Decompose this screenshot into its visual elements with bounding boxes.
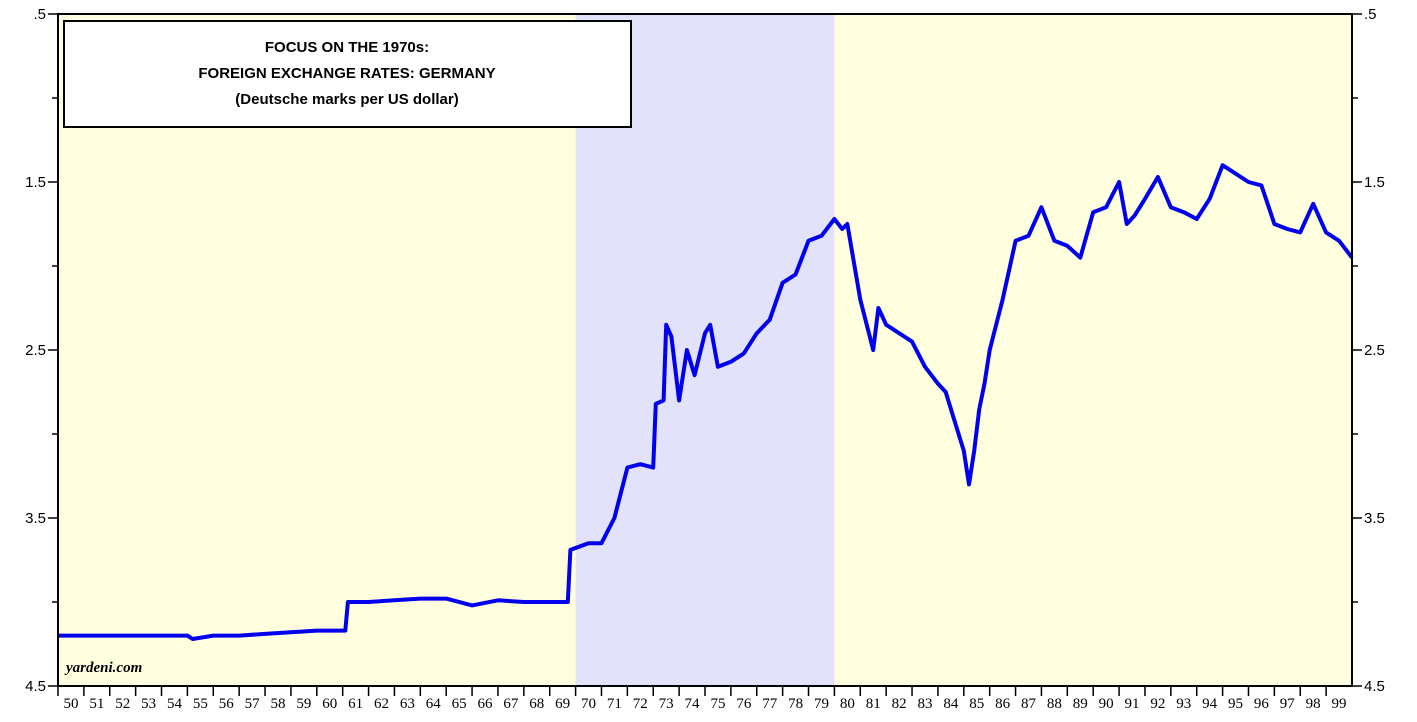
x-tick-label: 50 [63, 696, 78, 712]
x-tick-label: 52 [115, 696, 130, 712]
x-tick-label: 54 [167, 696, 183, 712]
x-tick-label: 82 [892, 696, 907, 712]
x-tick-label: 81 [866, 696, 881, 712]
x-tick-label: 77 [762, 696, 778, 712]
x-tick-label: 59 [296, 696, 311, 712]
y-tick-label-right: 2.5 [1364, 342, 1385, 359]
y-tick-label: 2.5 [25, 342, 46, 359]
x-tick-label: 58 [270, 696, 285, 712]
x-tick-label: 55 [193, 696, 208, 712]
y-tick-label-right: 3.5 [1364, 510, 1385, 527]
x-tick-label: 80 [840, 696, 855, 712]
x-tick-label: 76 [736, 696, 752, 712]
x-tick-label: 71 [607, 696, 622, 712]
data-line [58, 163, 1354, 641]
title-line: FOREIGN EXCHANGE RATES: GERMANY [198, 65, 495, 82]
x-tick-label: 70 [581, 696, 596, 712]
x-tick-label: 63 [400, 696, 415, 712]
y-tick-label: 3.5 [25, 510, 46, 527]
x-tick-label: 72 [633, 696, 648, 712]
x-tick-label: 99 [1332, 696, 1347, 712]
title-line: (Deutsche marks per US dollar) [235, 91, 458, 108]
y-tick-label-right: .5 [1364, 6, 1377, 23]
x-tick-label: 88 [1047, 696, 1062, 712]
x-tick-label: 83 [917, 696, 932, 712]
x-tick-label: 96 [1254, 696, 1270, 712]
x-tick-label: 53 [141, 696, 156, 712]
x-tick-label: 98 [1306, 696, 1321, 712]
x-tick-label: 66 [478, 696, 494, 712]
title-box [63, 20, 632, 128]
x-tick-label: 57 [245, 696, 261, 712]
x-tick-label: 73 [659, 696, 674, 712]
x-tick-label: 79 [814, 696, 829, 712]
x-tick-label: 84 [943, 696, 959, 712]
x-tick-label: 61 [348, 696, 363, 712]
x-tick-label: 94 [1202, 696, 1218, 712]
x-tick-label: 87 [1021, 696, 1037, 712]
x-tick-label: 65 [452, 696, 467, 712]
y-tick-label-right: 1.5 [1364, 174, 1385, 191]
x-tick-label: 60 [322, 696, 337, 712]
y-tick-label: 4.5 [25, 678, 46, 695]
x-tick-label: 64 [426, 696, 442, 712]
x-tick-label: 86 [995, 696, 1011, 712]
x-tick-label: 62 [374, 696, 389, 712]
x-tick-label: 95 [1228, 696, 1243, 712]
plot-frame [57, 13, 1353, 687]
x-tick-label: 91 [1125, 696, 1140, 712]
y-tick-label: .5 [33, 6, 46, 23]
title-line: FOCUS ON THE 1970s: [265, 39, 429, 56]
x-tick-label: 68 [529, 696, 544, 712]
x-tick-label: 69 [555, 696, 570, 712]
source: yardeni.com [64, 660, 142, 676]
x-tick-label: 51 [89, 696, 104, 712]
x-tick-label: 67 [503, 696, 519, 712]
y-tick-label: 1.5 [25, 174, 46, 191]
x-tick-label: 74 [685, 696, 701, 712]
x-tick-label: 90 [1099, 696, 1114, 712]
x-tick-label: 93 [1176, 696, 1191, 712]
x-tick-label: 85 [969, 696, 984, 712]
x-tick-label: 89 [1073, 696, 1088, 712]
y-tick-label-right: 4.5 [1364, 678, 1385, 695]
x-tick-label: 78 [788, 696, 803, 712]
x-tick-label: 75 [710, 696, 725, 712]
x-tick-label: 92 [1150, 696, 1165, 712]
x-tick-label: 56 [219, 696, 235, 712]
x-tick-label: 97 [1280, 696, 1296, 712]
